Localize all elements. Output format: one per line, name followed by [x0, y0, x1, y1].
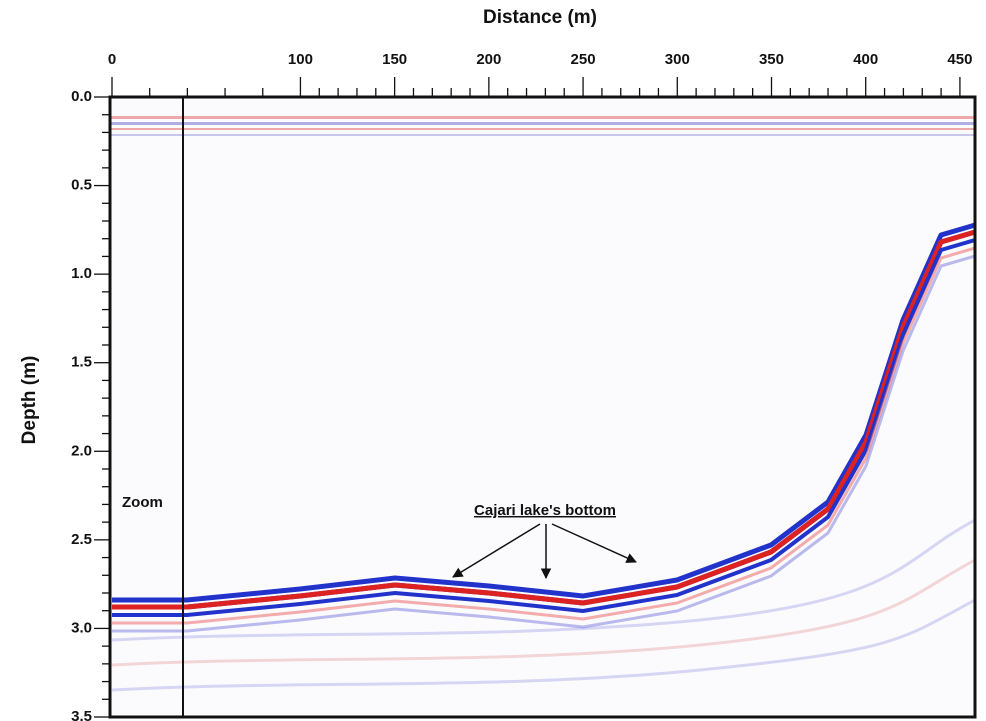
y-tick-label: 3.5 — [71, 708, 92, 721]
x-tick-label: 350 — [759, 51, 784, 68]
x-tick-label: 100 — [288, 51, 313, 68]
x-tick-label: 250 — [571, 51, 596, 68]
x-tick-label: 200 — [476, 51, 501, 68]
y-axis-title: Depth (m) — [19, 356, 40, 445]
y-tick-label: 2.5 — [71, 531, 92, 548]
y-tick-label: 1.5 — [71, 354, 92, 371]
y-tick-label: 1.0 — [71, 265, 92, 282]
y-tick-label: 3.0 — [71, 619, 92, 636]
x-tick-label: 400 — [853, 51, 878, 68]
zoom-box — [109, 96, 184, 718]
radargram-image — [110, 98, 974, 716]
y-tick-label: 2.0 — [71, 442, 92, 459]
y-tick-label: 0.5 — [71, 177, 92, 194]
x-tick-label: 0 — [108, 51, 116, 68]
y-tick-label: 0.0 — [71, 88, 92, 105]
lake-bottom-reflector — [112, 222, 974, 633]
x-tick-label: 450 — [947, 51, 972, 68]
x-axis-title: Distance (m) — [483, 7, 597, 28]
annotation: Zoom — [122, 494, 163, 511]
x-tick-label: 300 — [665, 51, 690, 68]
annotation: Cajari lake's bottom — [474, 502, 616, 519]
annotation-arrows — [452, 523, 637, 580]
x-tick-label: 150 — [382, 51, 407, 68]
